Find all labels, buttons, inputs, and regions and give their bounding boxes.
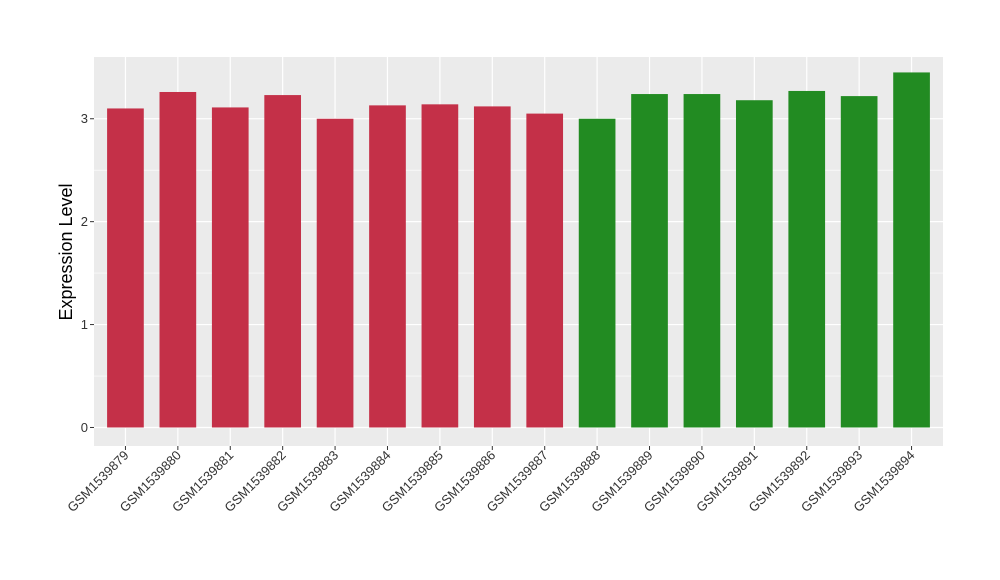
y-axis: 0 1 2 3: [81, 111, 94, 435]
y-tick-label: 0: [81, 420, 88, 435]
bar-GSM1539881: [211, 107, 249, 428]
bar-GSM1539882: [264, 95, 302, 428]
bar-GSM1539884: [369, 105, 406, 428]
bars: [107, 72, 930, 428]
bar-GSM1539888: [578, 118, 616, 428]
y-tick-label: 3: [81, 111, 88, 126]
y-axis-title: Expression Level: [56, 183, 76, 320]
bar-GSM1539883: [316, 118, 354, 428]
x-axis: GSM1539879GSM1539880GSM1539881GSM1539882…: [64, 446, 918, 515]
bar-GSM1539891: [735, 100, 773, 428]
bar-GSM1539889: [631, 94, 668, 428]
bar-GSM1539890: [683, 94, 721, 428]
bar-GSM1539887: [526, 113, 564, 428]
bar-GSM1539892: [788, 90, 826, 428]
y-tick-label: 2: [81, 214, 88, 229]
bar-GSM1539894: [893, 72, 930, 428]
bar-GSM1539893: [840, 96, 878, 428]
bar-GSM1539886: [473, 106, 511, 428]
y-tick-label: 1: [81, 317, 88, 332]
bar-GSM1539880: [159, 91, 197, 428]
bar-GSM1539885: [421, 104, 459, 428]
bar-GSM1539879: [107, 108, 144, 428]
